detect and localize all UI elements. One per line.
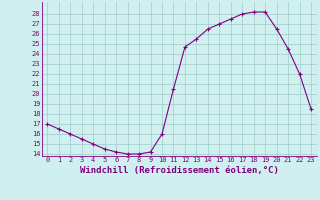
X-axis label: Windchill (Refroidissement éolien,°C): Windchill (Refroidissement éolien,°C) xyxy=(80,166,279,175)
